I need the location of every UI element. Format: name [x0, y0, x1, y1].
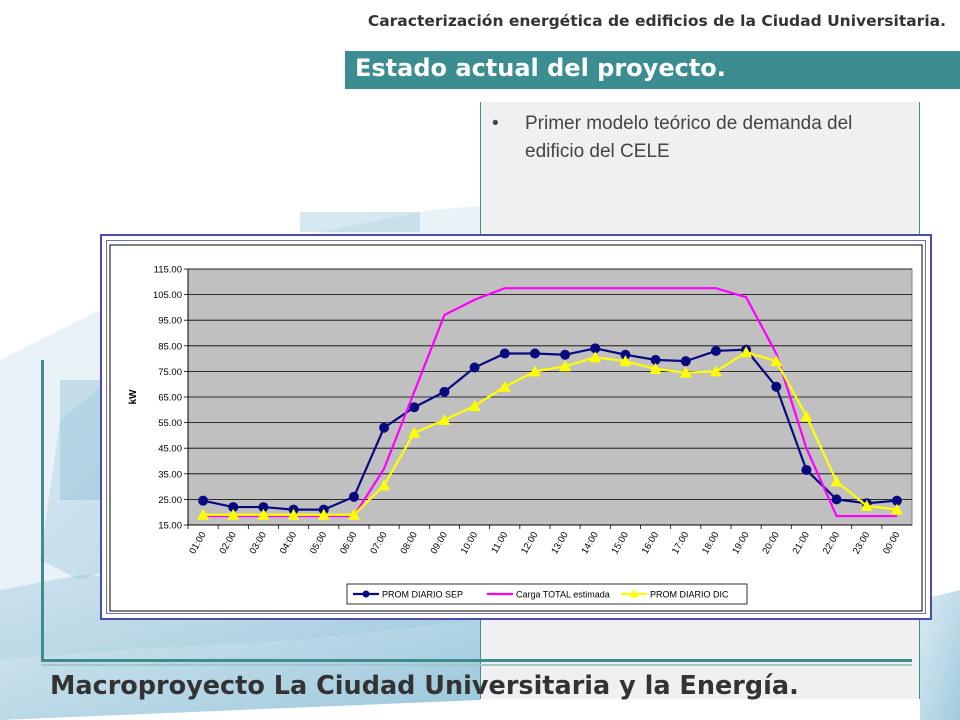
series-3-point	[408, 426, 421, 438]
y-tick-label: 35.00	[158, 469, 182, 480]
series-1-line	[202, 347, 898, 511]
series-3-point	[830, 475, 843, 487]
series-3-point	[227, 508, 240, 520]
series-1-point	[198, 495, 209, 506]
series-3-point	[709, 365, 722, 377]
series-1-point	[650, 354, 661, 365]
series-1-point	[680, 356, 691, 367]
series-1-point	[228, 502, 239, 513]
y-tick-label: 15.00	[158, 521, 182, 532]
bullet-marker: •	[492, 113, 499, 134]
series-3-point	[619, 355, 632, 367]
legend-marker-1	[362, 590, 370, 598]
legend-label-2: Carga TOTAL estimada	[516, 590, 610, 600]
series-1-point	[439, 386, 450, 397]
chart-frame: 15.00 25.00 35.00 45.00 55.00 65.00 75.00 85.00…	[100, 234, 932, 620]
series-1-point	[348, 491, 359, 502]
series-1-point	[891, 495, 902, 506]
series-1-point	[379, 422, 390, 433]
series-3-point	[378, 479, 391, 491]
footer-title: Macroproyecto La Ciudad Universitaria y …	[50, 671, 799, 701]
legend-box	[346, 583, 748, 605]
y-tick-label: 25.00	[158, 495, 182, 506]
y-tick-label: 65.00	[158, 393, 182, 404]
series-1-point	[771, 381, 782, 392]
y-tick-label: 95.00	[158, 316, 182, 327]
series-3-point	[860, 499, 873, 511]
y-tick-label: 55.00	[158, 418, 182, 429]
series-3-point	[800, 410, 813, 422]
y-tick-label: 75.00	[158, 367, 182, 378]
bullet-item: • Primer modelo teórico de demanda del e…	[492, 110, 892, 166]
series-3-point	[589, 351, 602, 363]
series-1-point	[469, 362, 480, 373]
y-tick-label: 115.00	[154, 265, 182, 276]
series-3-point	[468, 399, 481, 411]
series-3-point	[559, 360, 572, 372]
y-axis-label: kW	[128, 389, 139, 405]
series-1-point	[258, 502, 269, 513]
presentation-title: Caracterización energética de edificios …	[367, 12, 946, 30]
y-tick-label: 85.00	[158, 341, 182, 352]
accent-vertical-rule	[41, 360, 44, 662]
accent-horizontal-rule	[41, 659, 912, 662]
series-3-point	[770, 355, 783, 367]
series-3-point	[257, 508, 270, 520]
series-1-point	[560, 349, 571, 360]
series-3-point	[287, 508, 300, 520]
series-3-point	[890, 503, 903, 515]
series-3-point	[438, 414, 451, 426]
series-3-line	[203, 351, 898, 516]
y-tick-label: 45.00	[158, 444, 182, 455]
series-3-point	[197, 508, 210, 520]
series-1-point	[801, 464, 812, 475]
series-1-point	[831, 494, 842, 505]
section-bar: Estado actual del proyecto.	[345, 51, 960, 89]
series-1-point	[710, 345, 721, 356]
series-1-point	[409, 402, 420, 413]
series-1-point	[529, 348, 540, 359]
series-1-point	[499, 348, 510, 359]
legend-label-3: PROM DIARIO DIC	[650, 590, 729, 600]
series-3-point	[528, 365, 541, 377]
series-3-point	[679, 366, 692, 378]
series-3-point	[498, 380, 511, 392]
legend-marker-3	[629, 589, 639, 598]
series-1-point	[620, 349, 631, 360]
bullet-text: Primer modelo teórico de demanda del edi…	[525, 113, 853, 162]
legend-label-1: PROM DIARIO SEP	[382, 590, 463, 600]
demand-chart: 15.00 25.00 35.00 45.00 55.00 65.00 75.00 85.00…	[109, 244, 923, 612]
series-1-point	[590, 343, 601, 354]
section-title: Estado actual del proyecto.	[355, 54, 726, 82]
accent-horizontal-rule-light	[41, 664, 912, 666]
series-3-point	[317, 508, 330, 520]
series-3-point	[347, 508, 360, 520]
chart-frame-inner	[106, 240, 926, 614]
series-3-point	[740, 346, 753, 358]
y-tick-label: 105.00	[153, 290, 182, 301]
series-3-point	[649, 362, 662, 374]
